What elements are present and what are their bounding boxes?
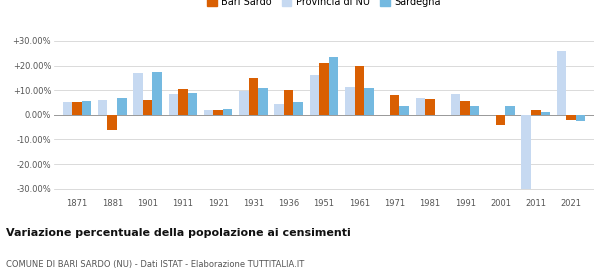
Bar — [521, 115, 531, 189]
Bar — [223, 109, 232, 115]
Bar — [143, 100, 152, 115]
Bar — [188, 93, 197, 115]
Bar — [293, 102, 303, 115]
Bar — [204, 110, 214, 115]
Bar — [390, 95, 400, 115]
Bar — [82, 101, 91, 115]
Bar — [239, 92, 248, 115]
Bar — [310, 75, 319, 115]
Bar — [355, 66, 364, 115]
Bar — [107, 115, 117, 130]
Text: Variazione percentuale della popolazione ai censimenti: Variazione percentuale della popolazione… — [6, 228, 351, 238]
Bar — [470, 106, 479, 115]
Bar — [425, 99, 434, 115]
Bar — [460, 101, 470, 115]
Bar — [248, 78, 258, 115]
Bar — [178, 89, 188, 115]
Bar — [319, 63, 329, 115]
Bar — [133, 73, 143, 115]
Bar — [274, 104, 284, 115]
Bar — [169, 94, 178, 115]
Bar — [62, 102, 72, 115]
Bar — [284, 90, 293, 115]
Bar — [345, 87, 355, 115]
Bar — [566, 115, 576, 120]
Bar — [541, 112, 550, 115]
Bar — [364, 88, 374, 115]
Bar — [152, 72, 162, 115]
Bar — [496, 115, 505, 125]
Bar — [329, 57, 338, 115]
Bar — [451, 94, 460, 115]
Bar — [557, 51, 566, 115]
Text: COMUNE DI BARI SARDO (NU) - Dati ISTAT - Elaborazione TUTTITALIA.IT: COMUNE DI BARI SARDO (NU) - Dati ISTAT -… — [6, 260, 304, 269]
Bar — [258, 88, 268, 115]
Bar — [505, 106, 515, 115]
Bar — [576, 115, 586, 121]
Bar — [117, 97, 127, 115]
Bar — [72, 102, 82, 115]
Bar — [531, 110, 541, 115]
Bar — [416, 97, 425, 115]
Bar — [214, 110, 223, 115]
Legend: Bari Sardo, Provincia di NU, Sardegna: Bari Sardo, Provincia di NU, Sardegna — [203, 0, 445, 11]
Bar — [400, 106, 409, 115]
Bar — [98, 100, 107, 115]
